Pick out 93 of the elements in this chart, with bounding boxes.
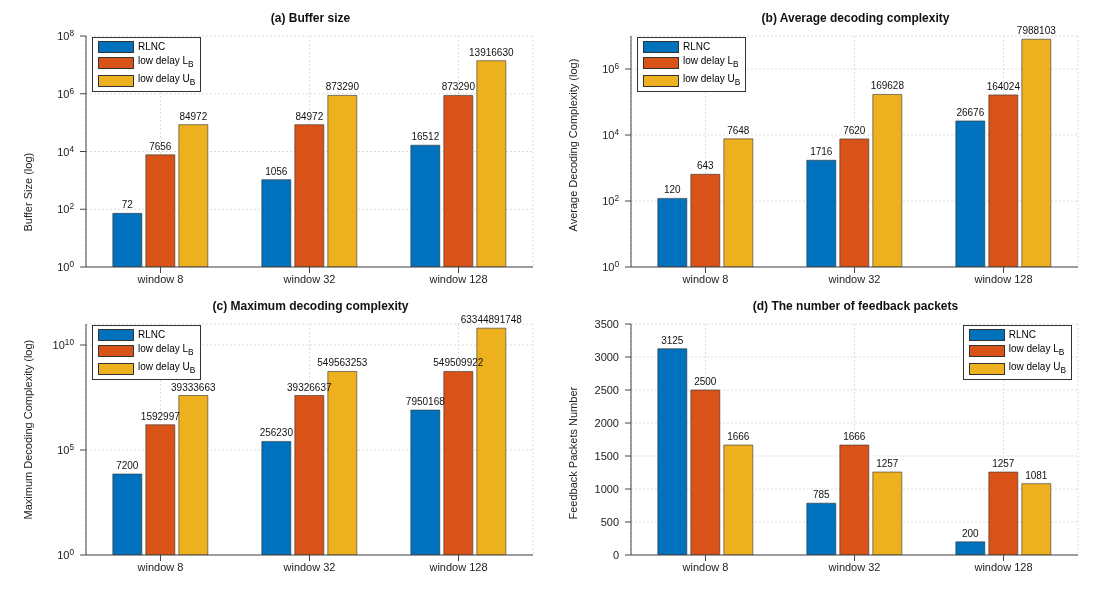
data-label: 7200 [116,460,139,471]
y-tick-label: 10$^{6}$ [602,61,620,75]
data-label: 7656 [149,140,172,152]
bar [690,389,721,555]
data-label: 1056 [265,165,288,177]
data-label: 26676 [956,106,985,118]
chart-title: (b) Average decoding complexity [761,11,950,25]
data-label: 1081 [1025,469,1048,481]
data-label: 1257 [992,458,1015,470]
x-tick-label: window 8 [136,272,184,285]
data-label: 1716 [810,146,833,158]
y-tick-label: 10$^{4}$ [602,127,620,141]
data-label: 1666 [727,431,750,443]
x-tick-label: window 128 [428,272,488,285]
x-tick-label: window 8 [136,560,184,573]
data-label: 84972 [295,110,324,122]
data-label: 785 [812,489,831,501]
x-tick-label: window 32 [282,560,336,573]
legend-label: RLNC [138,40,166,53]
data-label: 7620 [843,124,866,136]
bar [872,471,903,555]
legend-label: low delay U$_{B}$ [1008,360,1066,377]
y-tick-label: 0 [612,549,619,561]
y-tick-label: 500 [600,516,619,528]
data-label: 873290 [325,81,360,93]
legend-label: low delay U$_{B}$ [138,72,196,89]
y-tick-label: 10$^{4}$ [57,144,75,158]
y-tick-label: 10$^{8}$ [57,28,75,42]
x-tick-label: window 32 [827,272,881,285]
bar [806,502,837,555]
data-label: 643 [696,160,715,172]
data-label: 72 [121,199,134,211]
data-label: 63344891748 [460,314,523,326]
y-tick-label: 10$^{0}$ [602,259,620,273]
data-label: 16512 [411,131,440,143]
data-label: 13916630 [469,46,514,58]
y-tick-label: 3000 [594,351,619,363]
y-tick-label: 10$^{5}$ [57,442,75,456]
y-tick-label: 10$^{0}$ [57,547,75,561]
legend-label: low delay L$_{B}$ [1008,342,1065,359]
y-tick-label: 1500 [594,450,619,462]
x-tick-label: window 8 [681,272,729,285]
y-tick-label: 2500 [594,384,619,396]
bar [1021,483,1052,555]
data-label: 200 [961,527,980,539]
x-tick-label: window 128 [973,560,1033,573]
data-label: 873290 [441,81,476,93]
legend-label: RLNC [138,328,166,341]
data-label: 169628 [870,80,905,92]
bar [955,541,986,555]
data-label: 2500 [694,376,717,387]
legend-label: low delay U$_{B}$ [138,360,196,377]
legend-label: low delay L$_{B}$ [683,54,739,71]
data-label: 1666 [843,431,866,443]
data-label: 39333663 [171,381,216,393]
bar [988,471,1019,555]
legend-label: low delay U$_{B}$ [683,72,741,89]
y-axis-title: Feedback Packets Number [566,386,579,520]
y-axis-title: Buffer Size (log) [21,152,34,232]
data-label: 84972 [179,110,208,122]
data-label: 256230 [259,427,294,439]
x-tick-label: window 128 [428,560,488,573]
chart-title: (a) Buffer size [270,11,351,25]
data-label: 7988103 [1016,25,1057,37]
data-label: 120 [663,184,682,196]
legend-label: RLNC [683,40,711,53]
data-label: 3125 [661,334,684,346]
x-tick-label: window 128 [973,272,1033,285]
bar [723,444,754,555]
x-tick-label: window 32 [282,272,336,285]
x-tick-label: window 8 [681,560,729,573]
chart-title: (c) Maximum decoding complexity [212,299,409,313]
data-label: 7648 [727,124,750,136]
y-tick-label: 3500 [594,318,619,330]
y-tick-label: 2000 [594,417,619,429]
data-label: 1257 [876,458,899,470]
y-tick-label: 1000 [594,483,619,495]
data-label: 549563253 [317,357,368,369]
y-axis-title: Average Decoding Complexity (log) [566,58,579,232]
bar [657,348,688,555]
y-axis-title: Maximum Decoding Complexity (log) [21,339,34,520]
y-tick-label: 10$^{2}$ [57,201,75,216]
legend-label: low delay L$_{B}$ [138,54,194,71]
legend-label: RLNC [1008,328,1036,341]
bar [839,444,870,555]
y-tick-label: 10$^{10}$ [52,337,75,351]
chart-title: (d) The number of feedback packets [752,299,959,313]
x-tick-label: window 32 [827,560,881,573]
y-tick-label: 10$^{6}$ [57,86,75,100]
data-label: 164024 [986,80,1021,92]
y-tick-label: 10$^{0}$ [57,259,75,273]
legend-label: low delay L$_{B}$ [138,342,194,359]
y-tick-label: 10$^{2}$ [602,193,620,207]
